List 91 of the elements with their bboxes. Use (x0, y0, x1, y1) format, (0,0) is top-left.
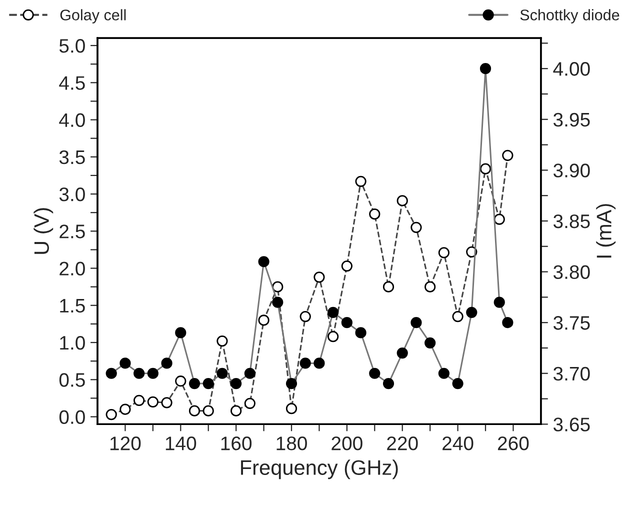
point (147, 396, 158, 408)
point (355, 176, 366, 187)
point (286, 378, 298, 390)
point (272, 281, 284, 292)
y-tick-label: 0.0 (59, 410, 85, 424)
point (216, 368, 228, 379)
y-tick-label: 1.0 (60, 336, 85, 350)
point (452, 310, 464, 322)
point (355, 327, 366, 338)
y2-tick-label: 3.95 (553, 112, 590, 127)
point (466, 306, 478, 318)
point (161, 397, 172, 408)
y-tick-label: 5.0 (59, 38, 85, 53)
point (300, 358, 311, 369)
point (175, 376, 186, 387)
y2-axis-title: I (mA) (596, 204, 616, 258)
point (424, 281, 436, 292)
x-tick-label: 140 (166, 436, 196, 450)
point (106, 408, 117, 420)
point (216, 335, 228, 347)
point (438, 247, 450, 258)
x-tick-label: 160 (221, 436, 252, 450)
point (120, 358, 131, 369)
point (494, 214, 505, 225)
point (230, 378, 242, 390)
point (328, 306, 339, 318)
point (424, 337, 436, 348)
x-tick-label: 200 (332, 436, 362, 450)
point (134, 394, 145, 406)
point (396, 195, 408, 206)
point (452, 378, 464, 390)
point (286, 403, 298, 414)
x-tick-label: 120 (110, 436, 141, 450)
y-tick-label: 4.0 (59, 113, 85, 128)
point (202, 405, 214, 416)
y2-tick-label: 3.70 (553, 366, 590, 381)
y2-tick-label: 3.85 (553, 214, 590, 228)
y2-tick-label: 3.80 (553, 265, 590, 280)
point (202, 378, 214, 390)
point (369, 368, 380, 379)
point (188, 378, 200, 390)
point (382, 281, 394, 292)
x-tick-label: 240 (442, 436, 474, 450)
y2-tick-label: 3.65 (553, 418, 590, 432)
point (382, 378, 394, 390)
point (480, 63, 492, 74)
y-tick-label: 2.0 (60, 262, 85, 276)
point (300, 310, 311, 322)
point (480, 163, 492, 174)
point (410, 317, 422, 328)
point (438, 368, 450, 379)
point (272, 296, 284, 308)
point (369, 208, 380, 220)
y2-tick-label: 3.75 (553, 316, 590, 330)
point (230, 405, 242, 416)
point (244, 368, 256, 379)
y-tick-label: 0.5 (59, 373, 85, 387)
y-tick-label: 3.0 (59, 187, 85, 202)
point (314, 272, 325, 283)
y-tick-label: 4.5 (59, 76, 85, 90)
y-tick-label: 1.5 (60, 299, 85, 313)
point (258, 256, 270, 268)
point (244, 398, 256, 409)
x-axis-title: Frequency (GHz) (241, 460, 398, 480)
point (161, 358, 172, 369)
point (494, 296, 505, 308)
point (147, 368, 158, 379)
point (341, 260, 352, 272)
point (396, 348, 408, 359)
point (502, 150, 514, 161)
point (188, 405, 200, 416)
y-tick-label: 2.5 (60, 224, 85, 238)
point (502, 317, 514, 328)
x-tick-label: 260 (498, 436, 529, 450)
legend-label: Schottky diode (520, 9, 620, 24)
point (120, 404, 131, 415)
y-axis-title: U (V) (34, 208, 54, 254)
point (106, 368, 117, 379)
point (134, 368, 145, 379)
y2-tick-label: 3.90 (553, 164, 590, 178)
y-tick-label: 3.5 (59, 150, 85, 164)
point (314, 358, 325, 369)
y2-tick-label: 4.00 (553, 62, 590, 76)
point (328, 331, 339, 342)
x-tick-label: 180 (276, 436, 307, 450)
point (258, 314, 270, 326)
legend-label: Golay cell (60, 9, 126, 24)
x-tick-label: 220 (387, 436, 418, 450)
point (341, 317, 352, 328)
point (175, 327, 186, 338)
point (410, 222, 422, 233)
